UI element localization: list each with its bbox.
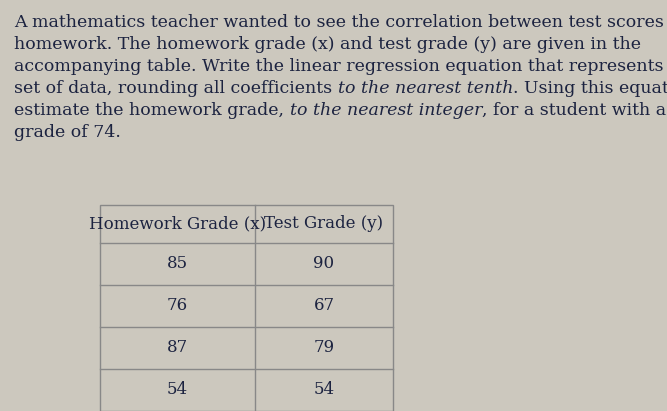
Text: homework. The homework grade (x) and test grade (y) are given in the: homework. The homework grade (x) and tes… (14, 36, 641, 53)
Text: 85: 85 (167, 256, 188, 272)
Text: set of data, rounding all coefficients: set of data, rounding all coefficients (14, 80, 338, 97)
Text: 54: 54 (313, 381, 335, 399)
Text: A mathematics teacher wanted to see the correlation between test scores and: A mathematics teacher wanted to see the … (14, 14, 667, 31)
Text: estimate the homework grade,: estimate the homework grade, (14, 102, 289, 119)
Text: 87: 87 (167, 339, 188, 356)
Text: . Using this equation,: . Using this equation, (513, 80, 667, 97)
Text: 67: 67 (313, 298, 335, 314)
Text: Test Grade (y): Test Grade (y) (264, 215, 384, 233)
Text: 76: 76 (167, 298, 188, 314)
Text: , for a student with a test: , for a student with a test (482, 102, 667, 119)
Text: 90: 90 (313, 256, 335, 272)
Text: 54: 54 (167, 381, 188, 399)
Text: 79: 79 (313, 339, 335, 356)
Text: to the nearest integer: to the nearest integer (289, 102, 482, 119)
Text: to the nearest tenth: to the nearest tenth (338, 80, 513, 97)
Text: grade of 74.: grade of 74. (14, 124, 121, 141)
Bar (100, 205, 393, 411)
Text: Homework Grade (x): Homework Grade (x) (89, 215, 266, 233)
Text: accompanying table. Write the linear regression equation that represents this: accompanying table. Write the linear reg… (14, 58, 667, 75)
